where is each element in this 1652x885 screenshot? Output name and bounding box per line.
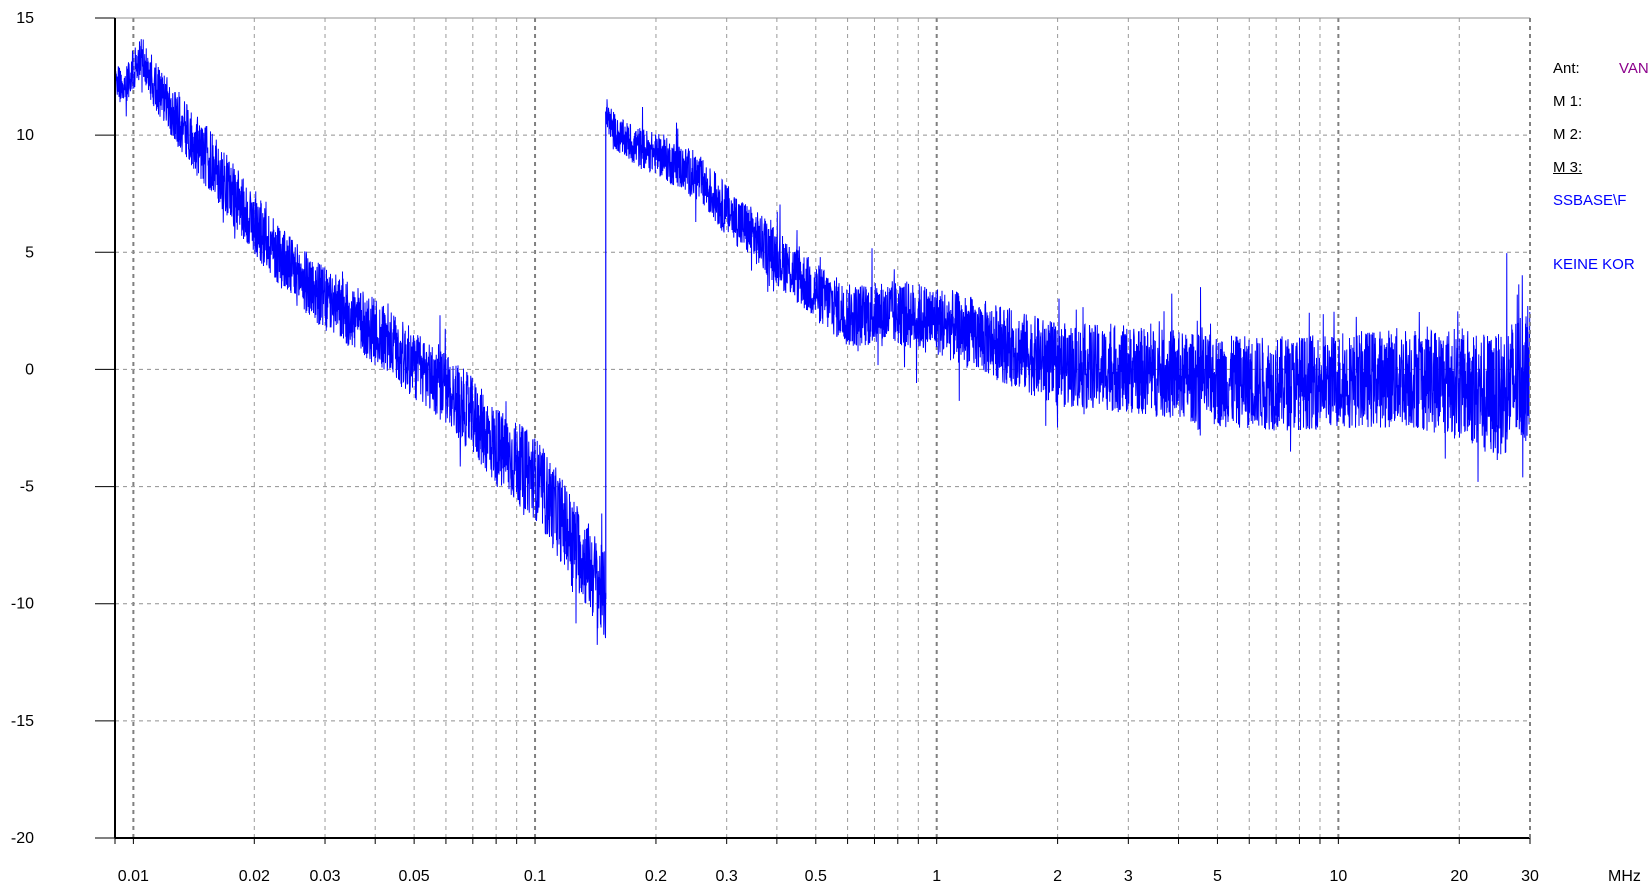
marker-3-label: M 3:: [1553, 159, 1583, 176]
trace-segment: [605, 99, 1531, 482]
y-tick-label: -5: [20, 479, 34, 496]
x-tick-label: 20: [1450, 868, 1468, 885]
x-tick-label: 0.1: [524, 868, 546, 885]
y-tick-label: 0: [25, 361, 34, 378]
x-tick-label: 10: [1329, 868, 1347, 885]
x-tick-label: 1: [932, 868, 941, 885]
x-axis-unit-label: MHz: [1608, 868, 1641, 885]
marker-1-label: M 1:: [1553, 93, 1583, 110]
y-tick-label: 15: [16, 10, 34, 27]
y-tick-label: -10: [11, 596, 34, 613]
y-tick-label: 5: [25, 244, 34, 261]
y-tick-label: -20: [11, 830, 34, 847]
measurement-trace: [114, 39, 1531, 645]
ant-value: VAN: [1619, 60, 1649, 77]
x-tick-label: 30: [1521, 868, 1539, 885]
x-tick-label: 5: [1213, 868, 1222, 885]
x-tick-label: 0.03: [309, 868, 340, 885]
x-tick-label: 0.01: [118, 868, 149, 885]
marker-2-label: M 2:: [1553, 126, 1583, 143]
x-tick-label: 0.3: [716, 868, 738, 885]
file-path-text: SSBASE\F: [1553, 192, 1627, 209]
axes: [95, 17, 1531, 839]
y-axis-ticks: 15 10 5 0 -5 -10 -15 -20: [11, 10, 115, 847]
x-tick-label: 0.5: [805, 868, 827, 885]
y-tick-label: -15: [11, 713, 34, 730]
x-tick-label: 0.02: [239, 868, 270, 885]
trace-segment: [114, 39, 607, 645]
ant-label: Ant:: [1553, 60, 1580, 77]
x-tick-label: 3: [1124, 868, 1133, 885]
x-axis-ticks: 0.01 0.02 0.03 0.05 0.1 0.2 0.3 0.5 1 2 3 5 10 20 30: [114, 838, 1539, 885]
legend-ant-row: Ant: VAN: [1553, 60, 1649, 77]
correction-note: KEINE KOR: [1553, 256, 1635, 273]
vertical-grid: [114, 18, 1531, 838]
x-tick-label: 0.05: [399, 868, 430, 885]
x-tick-label: 0.2: [645, 868, 667, 885]
x-tick-label: 2: [1053, 868, 1062, 885]
y-tick-label: 10: [16, 127, 34, 144]
